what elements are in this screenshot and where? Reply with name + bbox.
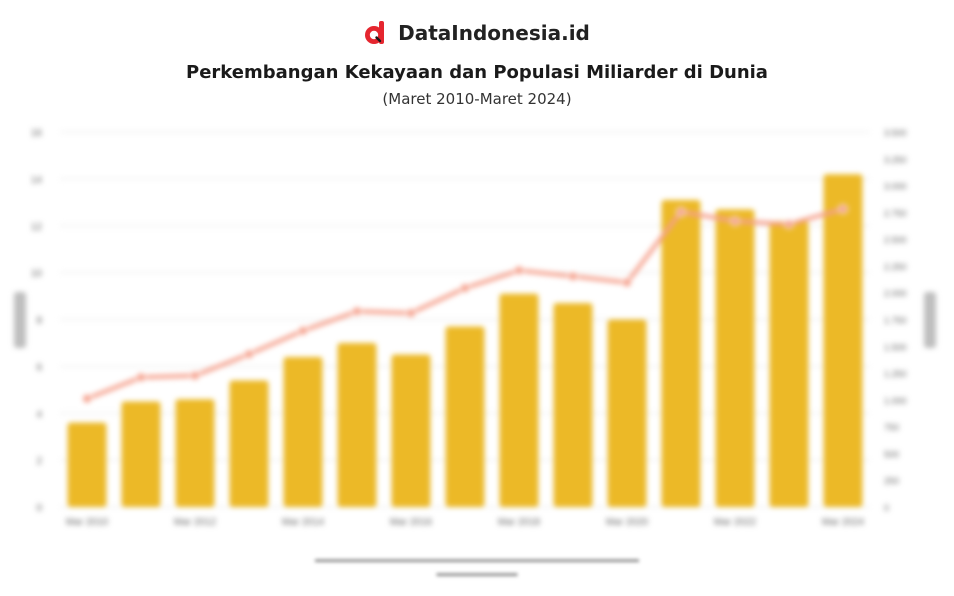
bar-series [67,174,863,507]
bar-mar-2020 [607,319,647,507]
y-right-tick-label: 2.000 [884,289,907,299]
population-point-0 [82,393,92,404]
population-point-12 [730,216,740,227]
bar-mar-2016 [391,354,431,507]
x-tick-label: Mar 2012 [174,517,217,528]
bar-mar-2024 [823,174,863,507]
y-right-tick-label: 1.750 [884,316,907,326]
population-point-3 [244,349,254,360]
bar-mar-2015 [337,342,377,507]
y-right-tick-label: 1.250 [884,369,907,379]
y-left-tick-label: 4 [36,409,42,420]
population-point-10 [622,277,632,288]
y-left-tick-label: 2 [36,456,42,467]
chart-title: Perkembangan Kekayaan dan Populasi Milia… [186,62,768,83]
line-series [82,204,848,404]
bar-mar-2011 [121,401,161,507]
population-point-1 [136,372,146,383]
bar-mar-2014 [283,357,323,507]
bar-mar-2012 [175,399,215,507]
x-tick-label: Mar 2024 [822,517,865,528]
y-right-axis-title [924,292,936,348]
y-right-tick-label: 2.250 [884,262,907,272]
population-point-6 [406,308,416,319]
chart-subtitle: (Maret 2010-Maret 2024) [382,90,572,108]
population-point-8 [514,265,524,276]
source-line: ▬▬▬▬▬▬▬▬▬▬▬▬▬▬▬▬▬▬▬▬▬▬▬▬▬▬▬▬▬▬▬▬▬▬▬▬ [315,554,639,564]
population-point-13 [784,219,794,230]
x-tick-label: Mar 2020 [606,517,649,528]
population-point-9 [568,271,578,282]
y-left-tick-label: 6 [36,362,42,373]
y-right-tick-label: 250 [884,476,899,486]
y-right-tick-label: 3.500 [884,128,907,138]
bar-mar-2022 [715,209,755,507]
dataindonesia-logo-icon [365,21,385,44]
y-right-tick-label: 3.250 [884,155,907,165]
y-left-tick-label: 10 [31,269,43,280]
y-right-tick-label: 2.500 [884,235,907,245]
y-left-tick-label: 12 [31,222,43,233]
y-right-tick-label: 750 [884,423,899,433]
x-tick-label: Mar 2018 [498,517,541,528]
y-right-tick-label: 1.000 [884,396,907,406]
source-note: ▬▬▬▬▬▬▬▬▬▬▬▬▬▬▬▬▬▬▬▬▬▬▬▬▬▬▬▬▬▬▬▬▬▬▬▬ ▬▬▬… [0,552,954,580]
bar-mar-2013 [229,380,269,507]
x-tick-label: Mar 2022 [714,517,757,528]
y-left-tick-label: 8 [36,316,42,327]
axis-labels: 0 2 4 6 8 10 12 14 16 0 250 500 750 1.000 1.250 1.500 1.… [14,128,936,528]
y-right-tick-label: 0 [884,503,889,513]
y-right-tick-label: 1.500 [884,342,907,352]
bar-mar-2021 [661,199,701,507]
x-tick-label: Mar 2014 [282,517,325,528]
bar-mar-2010 [67,422,107,507]
y-right-tick-label: 3.000 [884,182,907,192]
source-line-2: ▬▬▬▬▬▬▬▬▬ [436,568,518,578]
x-tick-label: Mar 2010 [66,517,109,528]
y-left-tick-label: 14 [31,175,43,186]
bar-mar-2023 [769,221,809,507]
brand-header: DataIndonesia.id [0,20,954,46]
bar-mar-2019 [553,303,593,507]
x-tick-label: Mar 2016 [390,517,433,528]
population-point-5 [352,306,362,317]
bar-mar-2018 [499,293,539,507]
bar-mar-2017 [445,326,485,507]
y-left-tick-label: 16 [31,128,43,139]
y-right-tick-label: 500 [884,449,899,459]
population-point-4 [298,325,308,336]
population-point-11 [676,206,686,217]
y-left-axis-title [14,292,26,348]
y-right-tick-label: 2.750 [884,208,907,218]
population-point-14 [838,204,848,215]
population-point-2 [190,370,200,381]
brand-name: DataIndonesia.id [398,21,590,45]
y-left-tick-label: 0 [36,503,42,514]
population-point-7 [460,283,470,294]
